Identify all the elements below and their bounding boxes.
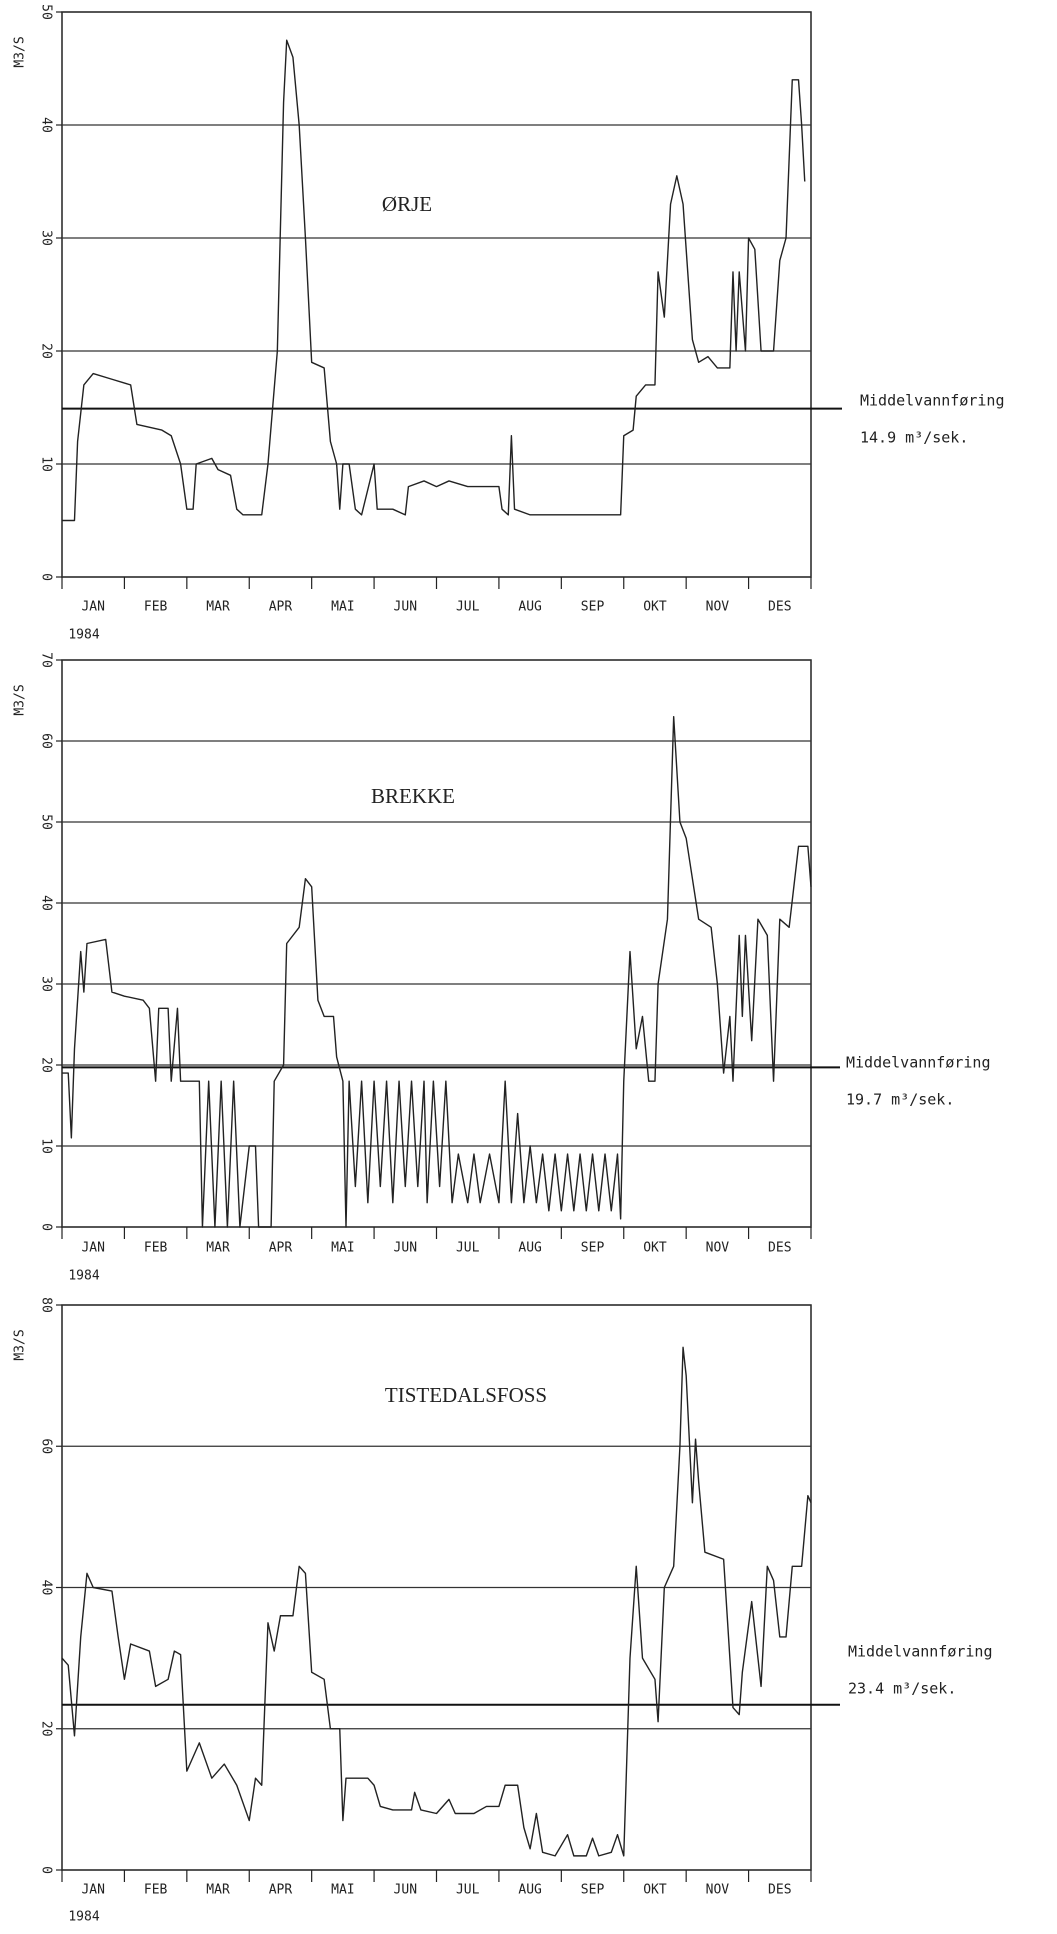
x-tick-label: JUL	[456, 1241, 480, 1256]
x-tick-label: NOV	[706, 1241, 730, 1256]
x-tick-label: JUN	[394, 1241, 417, 1256]
x-tick-label: JUN	[394, 600, 417, 615]
y-tick-label: 20	[39, 343, 54, 359]
y-tick-label: 60	[39, 733, 54, 749]
y-tick-label: 0	[39, 573, 54, 581]
y-tick-label: 70	[39, 652, 54, 668]
x-axis-label: 1984	[68, 1910, 99, 1925]
x-tick-label: JUN	[394, 1883, 417, 1898]
flow-line	[62, 39, 806, 522]
x-tick-label: JUL	[456, 600, 480, 615]
flow-line	[61, 1346, 812, 1857]
y-tick-label: 40	[39, 1580, 54, 1596]
plot-frame	[61, 11, 812, 578]
flow-line	[62, 716, 812, 1228]
x-tick-label: AUG	[518, 1241, 542, 1256]
x-tick-label: JAN	[81, 600, 104, 615]
chart-title: TISTEDALSFOSS	[385, 1383, 547, 1407]
y-tick-label: 40	[39, 895, 54, 911]
x-tick-label: MAI	[331, 1883, 354, 1898]
y-axis-label: M3/S	[13, 1329, 28, 1360]
x-tick-label: JUL	[456, 1883, 480, 1898]
x-axis-label: 1984	[68, 628, 99, 643]
x-tick-label: MAI	[331, 1241, 354, 1256]
x-tick-label: AUG	[518, 1883, 542, 1898]
chart-title: ØRJE	[382, 192, 432, 216]
y-axis-label: M3/S	[13, 36, 28, 67]
x-tick-label: JAN	[81, 1883, 104, 1898]
x-tick-label: AUG	[518, 600, 542, 615]
y-tick-label: 20	[39, 1057, 54, 1073]
x-tick-label: NOV	[706, 600, 730, 615]
x-tick-label: DES	[768, 1883, 791, 1898]
x-tick-label: MAR	[206, 600, 230, 615]
y-tick-label: 50	[39, 814, 54, 830]
x-tick-label: APR	[269, 600, 293, 615]
x-tick-label: MAR	[206, 1883, 230, 1898]
x-tick-label: SEP	[581, 1241, 605, 1256]
y-tick-label: 30	[39, 976, 54, 992]
y-tick-label: 20	[39, 1721, 54, 1737]
x-tick-label: MAR	[206, 1241, 230, 1256]
x-tick-label: MAI	[331, 600, 354, 615]
y-tick-label: 0	[39, 1866, 54, 1874]
x-tick-label: FEB	[144, 600, 168, 615]
x-tick-label: DES	[768, 600, 791, 615]
x-tick-label: APR	[269, 1241, 293, 1256]
mean-label: Middelvannføring	[848, 1643, 993, 1661]
y-tick-label: 50	[39, 4, 54, 20]
x-tick-label: OKT	[643, 600, 667, 615]
mean-value-label: 19.7 m³/sek.	[846, 1091, 954, 1109]
x-axis-label: 1984	[68, 1269, 99, 1284]
x-tick-label: OKT	[643, 1241, 667, 1256]
mean-value-label: 23.4 m³/sek.	[848, 1680, 956, 1698]
y-tick-label: 40	[39, 117, 54, 133]
x-tick-label: SEP	[581, 600, 605, 615]
x-tick-label: NOV	[706, 1883, 730, 1898]
x-tick-label: APR	[269, 1883, 293, 1898]
y-tick-label: 0	[39, 1223, 54, 1231]
y-tick-label: 60	[39, 1438, 54, 1454]
y-tick-label: 80	[39, 1297, 54, 1313]
mean-label: Middelvannføring	[846, 1054, 991, 1072]
y-tick-label: 30	[39, 230, 54, 246]
x-tick-label: OKT	[643, 1883, 667, 1898]
mean-value-label: 14.9 m³/sek.	[860, 429, 968, 447]
x-tick-label: JAN	[81, 1241, 104, 1256]
y-tick-label: 10	[39, 1138, 54, 1154]
y-axis-label: M3/S	[13, 684, 28, 715]
x-tick-label: SEP	[581, 1883, 605, 1898]
x-tick-label: DES	[768, 1241, 791, 1256]
mean-label: Middelvannføring	[860, 392, 1005, 410]
y-tick-label: 10	[39, 456, 54, 472]
x-tick-label: FEB	[144, 1241, 168, 1256]
x-tick-label: FEB	[144, 1883, 168, 1898]
chart-title: BREKKE	[371, 784, 455, 808]
